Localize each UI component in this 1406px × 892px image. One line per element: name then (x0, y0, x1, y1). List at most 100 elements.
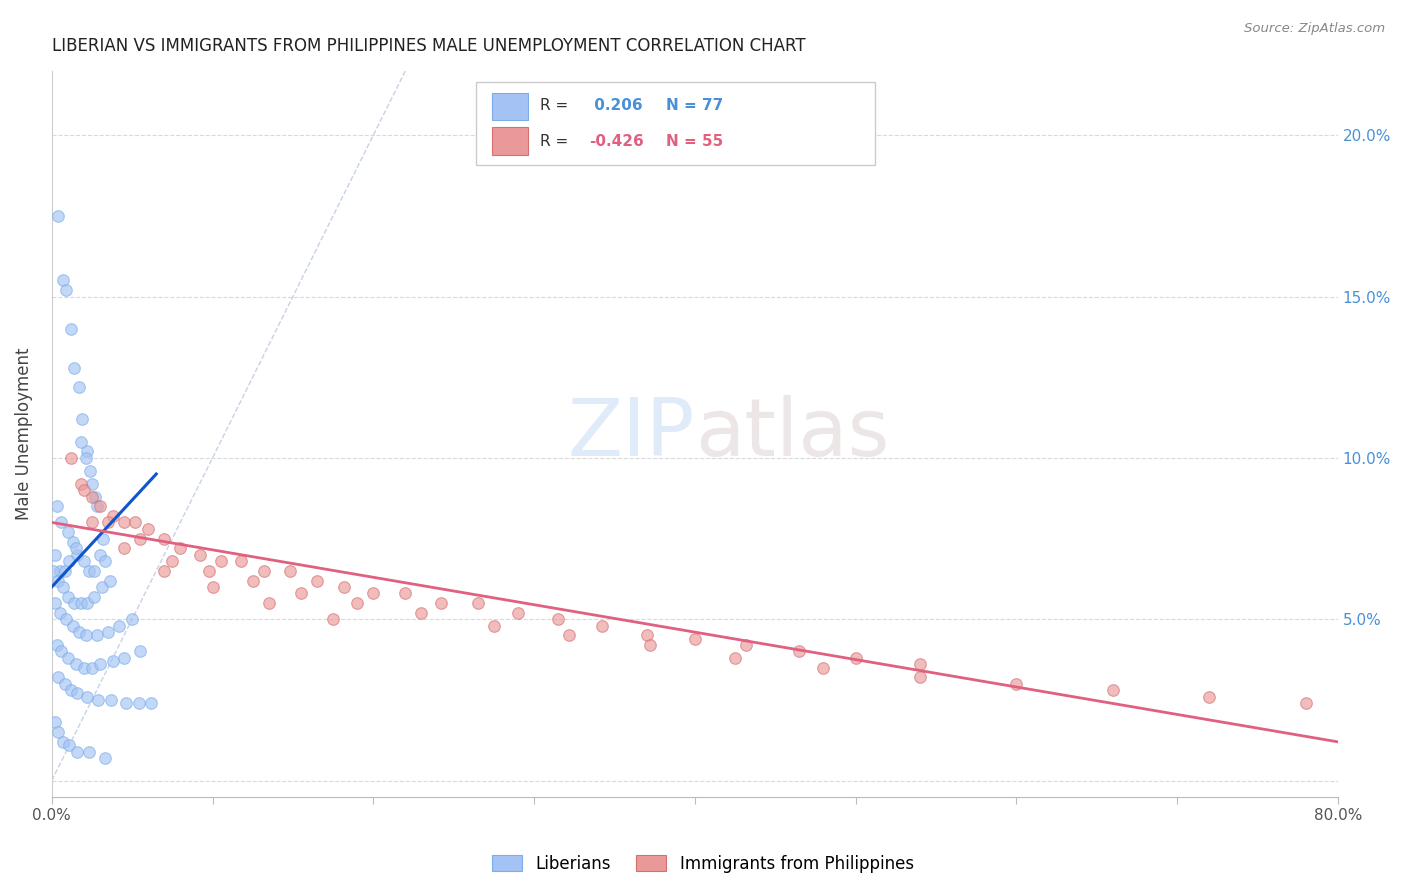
Point (77, 744, 100, 758)
Point (346, 596, 368, 610)
Point (56, 525, 79, 540)
Point (278, 564, 301, 578)
Point (112, 651, 135, 665)
Point (52, 735, 75, 749)
Point (153, 564, 176, 578)
Point (69, 434, 91, 449)
Point (100, 693, 122, 707)
Point (65, 541, 87, 556)
Point (558, 628, 581, 642)
Point (83, 564, 105, 578)
Point (60, 322, 83, 336)
Point (129, 644, 152, 658)
Point (83, 590, 105, 604)
FancyBboxPatch shape (492, 93, 527, 120)
Point (908, 657, 931, 672)
Point (73, 554, 96, 568)
Point (73, 483, 96, 498)
Point (69, 476, 91, 491)
Text: LIBERIAN VS IMMIGRANTS FROM PHILIPPINES MALE UNEMPLOYMENT CORRELATION CHART: LIBERIAN VS IMMIGRANTS FROM PHILIPPINES … (52, 37, 806, 55)
Point (46, 725, 69, 739)
Point (333, 580, 356, 594)
Point (97, 625, 120, 640)
Text: N = 77: N = 77 (666, 98, 724, 113)
Point (52, 273, 75, 287)
Text: ZIP: ZIP (568, 394, 695, 473)
Point (60, 450, 83, 465)
Point (128, 696, 150, 710)
Point (257, 596, 280, 610)
Point (188, 548, 211, 562)
Point (153, 532, 176, 546)
Point (121, 612, 143, 626)
Point (79, 464, 101, 478)
Point (51, 516, 73, 530)
Point (63, 360, 86, 375)
Point (683, 632, 706, 646)
Point (112, 541, 135, 556)
Point (77, 564, 100, 578)
Point (67, 380, 90, 394)
Point (429, 596, 451, 610)
Point (482, 618, 505, 632)
Point (84, 490, 107, 504)
Point (44, 596, 66, 610)
Point (94, 751, 117, 765)
Point (80, 490, 103, 504)
Point (53, 677, 76, 691)
Point (231, 554, 253, 568)
Text: atlas: atlas (695, 394, 889, 473)
Point (90, 580, 112, 594)
Point (49, 606, 72, 620)
Point (411, 606, 433, 620)
Point (89, 548, 111, 562)
Point (506, 606, 529, 620)
Point (80, 660, 103, 674)
Y-axis label: Male Unemployment: Male Unemployment (15, 348, 32, 520)
Point (80, 476, 103, 491)
Text: R =: R = (540, 98, 574, 113)
Point (51, 644, 73, 658)
Point (66, 548, 89, 562)
Point (112, 516, 135, 530)
Point (63, 596, 86, 610)
Point (162, 554, 184, 568)
Point (75, 450, 97, 465)
Point (69, 596, 91, 610)
Point (44, 548, 66, 562)
Point (65, 657, 87, 672)
Point (58, 738, 80, 752)
Point (394, 586, 416, 600)
Point (73, 660, 96, 674)
Point (89, 657, 111, 672)
Point (55, 612, 77, 626)
Point (62, 618, 84, 632)
FancyBboxPatch shape (477, 82, 875, 165)
Point (42, 564, 65, 578)
Point (844, 651, 866, 665)
Point (209, 554, 232, 568)
Point (46, 574, 69, 588)
Point (141, 696, 163, 710)
Point (58, 554, 80, 568)
Point (1198, 690, 1220, 704)
Point (129, 532, 152, 546)
Point (169, 541, 191, 556)
Point (136, 522, 159, 536)
Point (1295, 696, 1317, 710)
Point (56, 590, 79, 604)
Point (636, 628, 658, 642)
Point (787, 644, 810, 658)
Point (1005, 677, 1028, 691)
Text: -0.426: -0.426 (589, 134, 644, 149)
Point (1101, 683, 1123, 698)
Point (80, 516, 103, 530)
Point (76, 690, 98, 704)
Point (86, 500, 108, 514)
Point (290, 586, 312, 600)
Point (813, 660, 835, 674)
Point (724, 651, 747, 665)
Point (76, 444, 98, 458)
Point (87, 693, 110, 707)
Point (66, 686, 89, 700)
